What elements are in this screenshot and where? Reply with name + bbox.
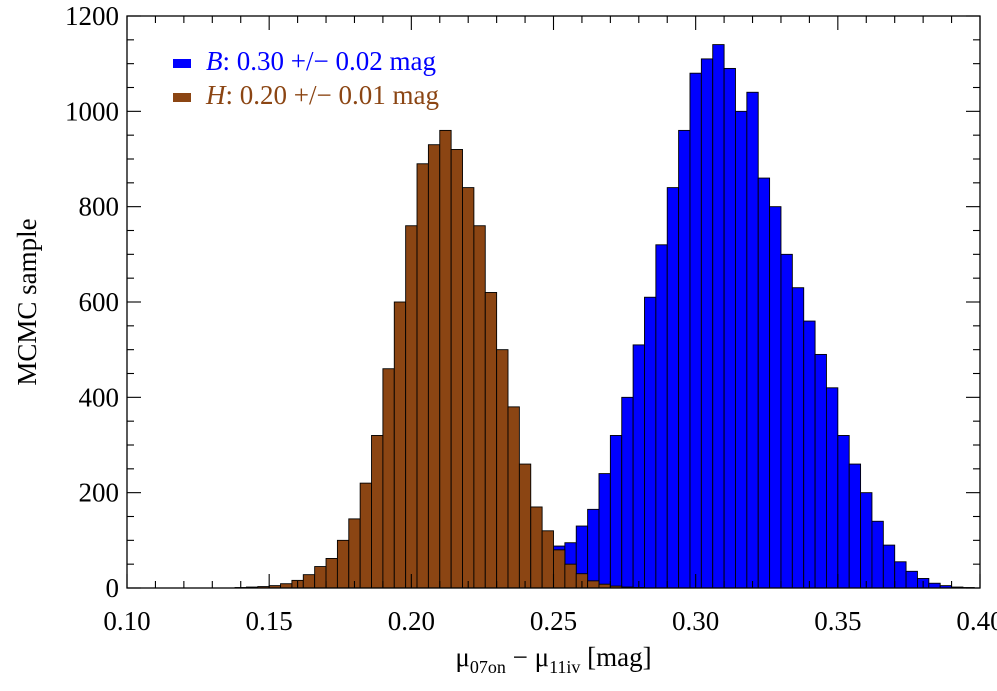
histogram-bar-B: [746, 91, 759, 589]
histogram-bar-B: [837, 435, 850, 589]
histogram-bar-B: [769, 206, 782, 589]
x-tick-label: 0.40: [956, 606, 997, 636]
histogram-bar-B: [871, 520, 884, 589]
tick-labels: 0.10 0.15 0.20 0.25 0.30 0.35 0.40 0 200 400 600 80…: [65, 1, 997, 636]
histogram-bar-H: [484, 292, 498, 589]
histogram-bar-H: [302, 574, 316, 589]
legend-swatch: [173, 59, 191, 68]
x-tick-label: 0.30: [672, 606, 719, 636]
histogram-bar-B: [678, 129, 691, 589]
histogram-bar-H: [382, 368, 395, 589]
histogram-bar-H: [496, 349, 509, 589]
histogram-bar-B: [598, 473, 611, 589]
histogram-bar-H: [325, 557, 338, 589]
x-axis-mu2: μ: [535, 642, 549, 672]
histogram-bar-B: [587, 508, 600, 589]
histogram-bar-B: [700, 58, 714, 589]
x-tick-label: 0.10: [103, 606, 150, 636]
histogram-bar-B: [757, 177, 771, 589]
histogram-bar-H: [371, 435, 384, 589]
histogram-bar-H: [393, 301, 407, 589]
x-tick-label: 0.35: [814, 606, 861, 636]
y-tick-label: 800: [79, 192, 120, 222]
legend-item-B: B: 0.30 +/− 0.02 mag: [173, 46, 436, 76]
histogram-bar-H: [416, 163, 429, 589]
histogram-bar-B: [905, 570, 918, 589]
histogram-bar-B: [803, 320, 816, 589]
y-tick-label: 0: [106, 573, 120, 603]
legend-swatch: [173, 93, 191, 102]
histogram-bar-B: [780, 253, 793, 589]
histogram-bar-H: [473, 225, 486, 589]
series-H: [234, 129, 645, 589]
histogram-bar-B: [814, 353, 827, 589]
histogram-bar-H: [507, 406, 520, 589]
histogram-bar-H: [587, 580, 600, 589]
histogram-bar-B: [928, 582, 941, 589]
histogram-bar-H: [518, 463, 532, 589]
legend-label: H: 0.20 +/− 0.01 mag: [205, 80, 439, 110]
histogram-bar-B: [609, 435, 623, 589]
histogram-bar-H: [405, 225, 418, 589]
x-axis-title: μ07on − μ11iv [mag]: [455, 642, 651, 677]
histogram-bar-B: [621, 396, 634, 589]
histogram-bar-H: [564, 563, 577, 589]
x-axis-unit: [mag]: [580, 642, 651, 672]
histogram-bar-B: [894, 561, 907, 589]
y-tick-label: 600: [79, 287, 120, 317]
x-tick-label: 0.25: [530, 606, 577, 636]
legend-item-H: H: 0.20 +/− 0.01 mag: [173, 80, 439, 110]
histogram-bar-B: [666, 187, 680, 589]
histogram-bar-B: [723, 67, 736, 589]
histogram-bar-B: [632, 344, 645, 589]
x-axis-minus: −: [506, 642, 535, 672]
x-tick-label: 0.20: [388, 606, 435, 636]
histogram-bar-B: [644, 296, 657, 589]
histogram-bar-H: [359, 482, 372, 589]
legend-label: B: 0.30 +/− 0.02 mag: [206, 46, 436, 76]
x-tick-label: 0.15: [246, 606, 293, 636]
histogram-bar-H: [553, 549, 566, 589]
histogram-bar-B: [860, 492, 873, 589]
y-tick-label: 400: [79, 382, 120, 412]
histogram-bar-H: [541, 530, 554, 589]
histogram-bars: [234, 44, 975, 589]
histogram-bar-H: [427, 144, 441, 589]
histogram-bar-B: [882, 544, 896, 589]
x-axis-sub1: 07on: [470, 657, 506, 677]
histogram-bar-H: [462, 187, 475, 589]
series-B: [484, 44, 975, 589]
histogram-bar-B: [826, 387, 839, 589]
y-tick-label: 200: [79, 478, 120, 508]
y-tick-label: 1000: [65, 96, 119, 126]
histogram-bar-H: [530, 506, 543, 589]
histogram-bar-B: [689, 72, 702, 589]
x-axis-mu1: μ: [455, 642, 469, 672]
histogram-bar-B: [712, 44, 725, 589]
histogram-bar-H: [348, 518, 361, 589]
histogram-bar-B: [791, 287, 805, 589]
histogram-bar-B: [655, 244, 668, 589]
histogram-bar-H: [314, 566, 327, 589]
x-axis-sub2: 11iv: [549, 657, 580, 677]
histogram-bar-H: [336, 539, 350, 589]
histogram-bar-B: [735, 110, 748, 589]
histogram-bar-B: [848, 463, 862, 589]
plot-frame: [126, 15, 981, 589]
histogram-bar-H: [439, 129, 452, 589]
histogram-bar-H: [450, 149, 463, 589]
y-tick-label: 1200: [65, 1, 119, 31]
legend: B: 0.30 +/− 0.02 mag H: 0.20 +/− 0.01 mag: [173, 46, 439, 110]
y-axis-title: MCMC sample: [12, 218, 42, 385]
